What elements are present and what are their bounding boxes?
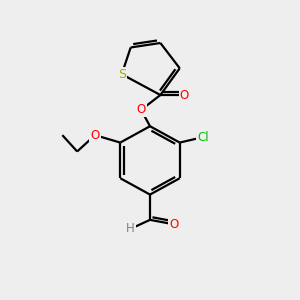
- Text: Cl: Cl: [197, 131, 209, 144]
- Text: S: S: [118, 68, 126, 81]
- Text: O: O: [136, 103, 146, 116]
- Text: O: O: [90, 129, 100, 142]
- Text: O: O: [180, 88, 189, 101]
- Text: H: H: [126, 222, 135, 235]
- Text: O: O: [169, 218, 178, 231]
